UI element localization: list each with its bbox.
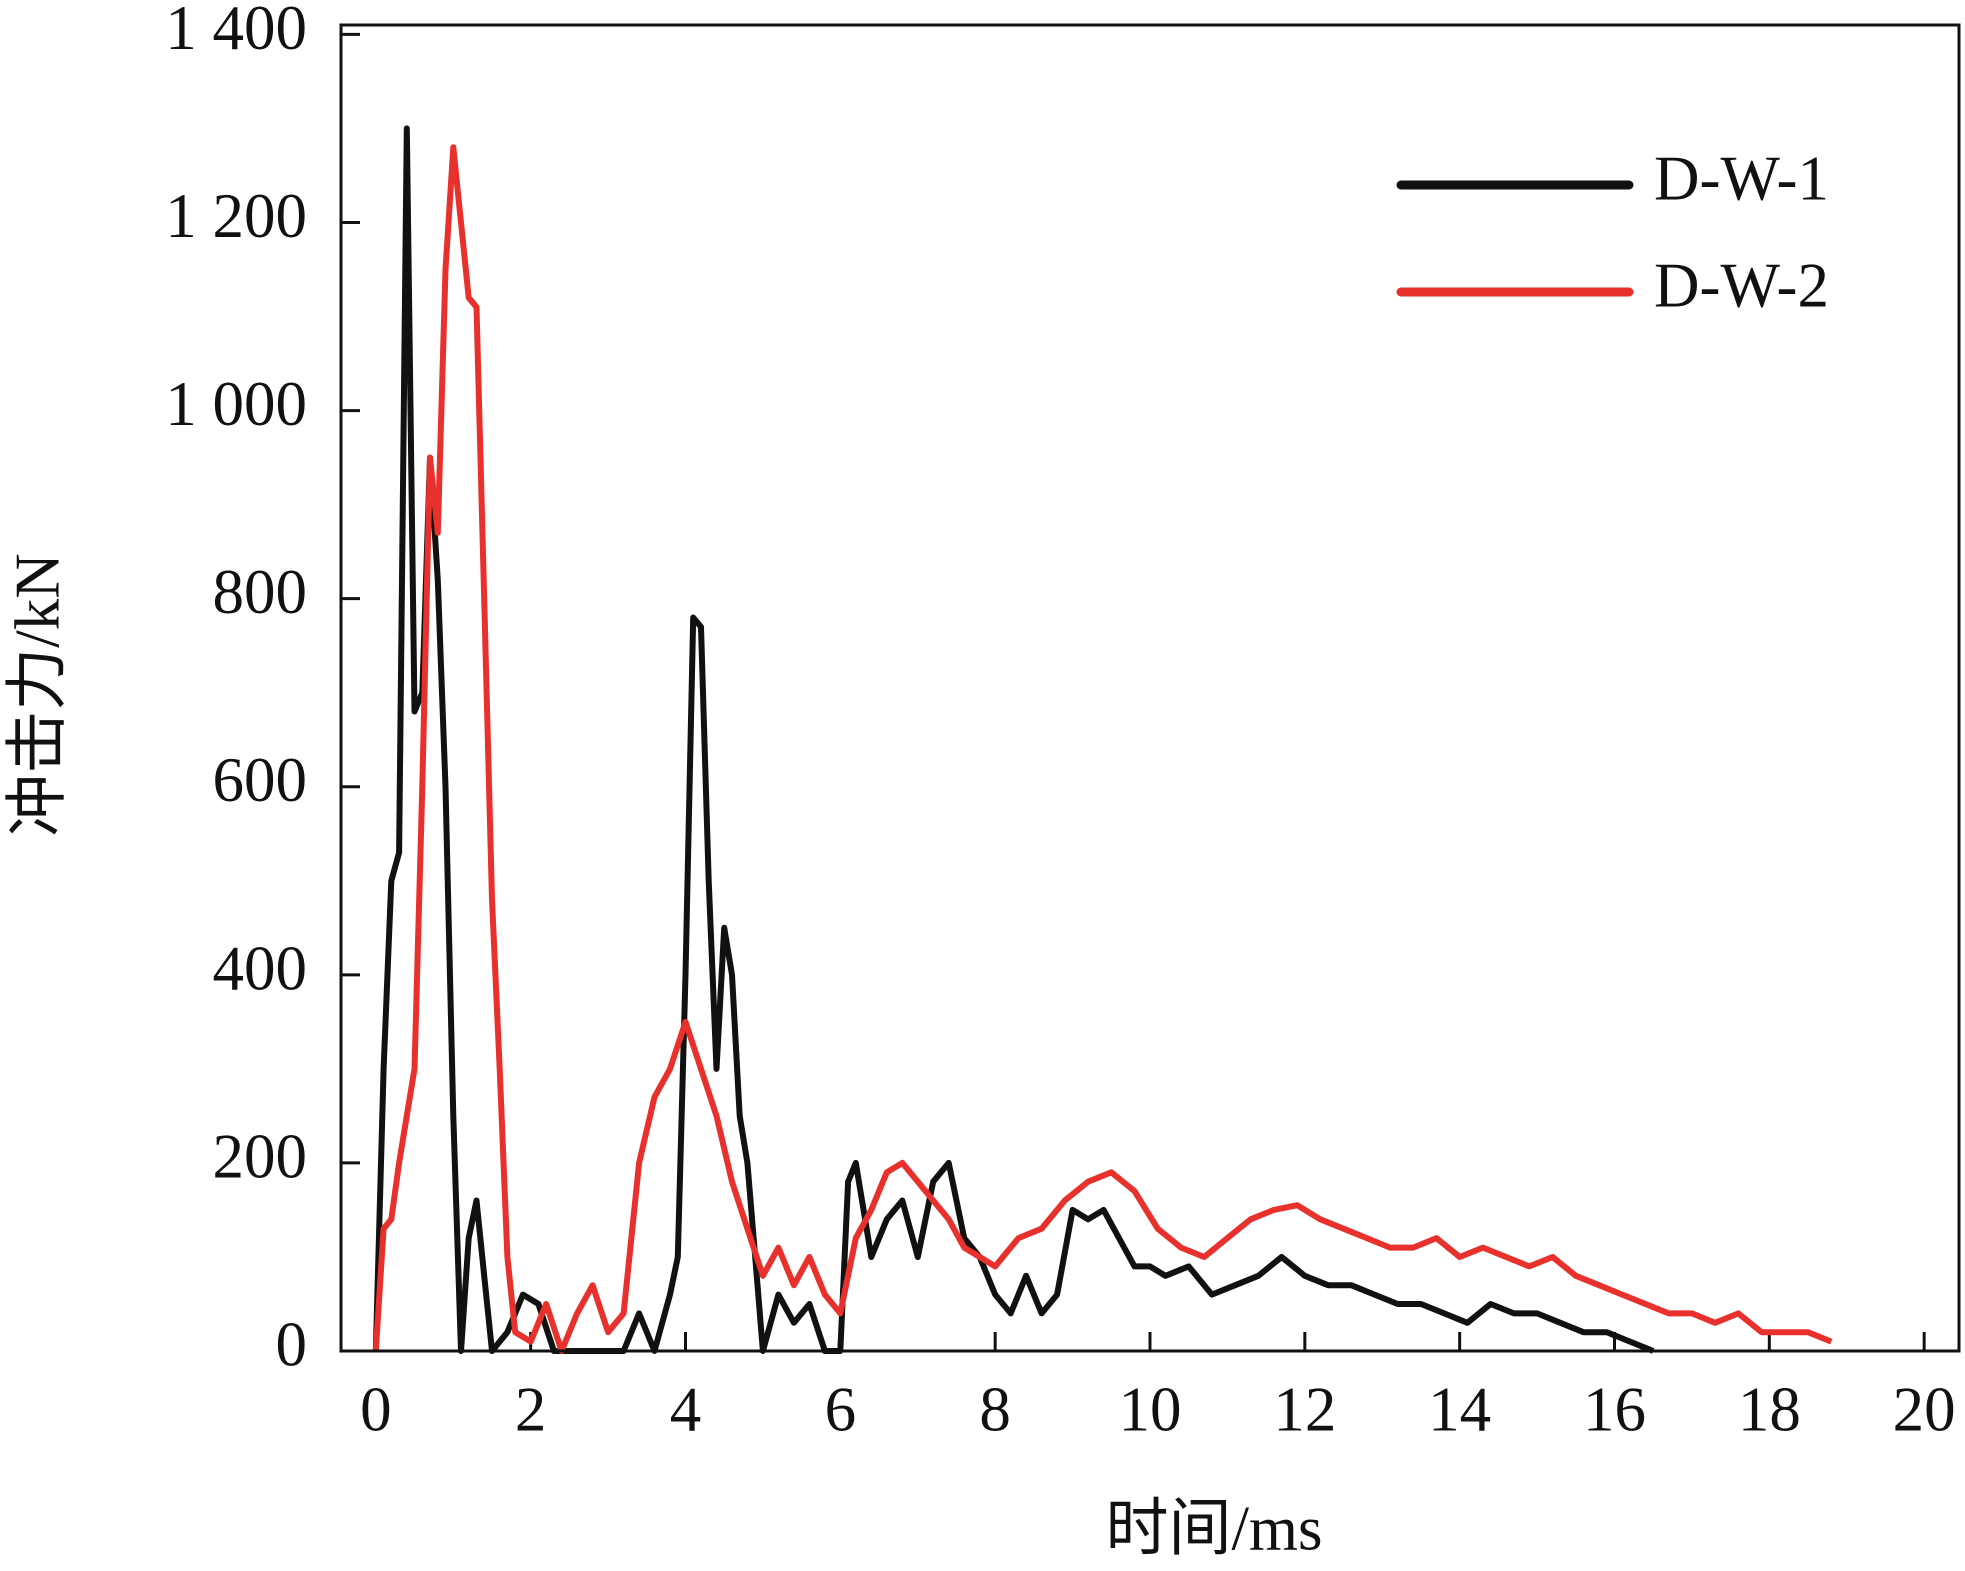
legend-label: D-W-2: [1654, 250, 1829, 320]
y-tick-label: 200: [213, 1121, 308, 1191]
y-tick-label: 1 000: [165, 369, 307, 439]
legend-label: D-W-1: [1654, 143, 1829, 213]
x-tick-label: 14: [1428, 1374, 1491, 1444]
y-tick-label: 800: [213, 557, 308, 627]
y-tick-label: 1 200: [165, 181, 307, 251]
y-tick-label: 0: [276, 1309, 308, 1379]
plot-frame: [339, 23, 1961, 1353]
x-tick-label: 0: [360, 1374, 392, 1444]
y-tick-label: 400: [213, 933, 308, 1003]
x-tick-label: 2: [515, 1374, 547, 1444]
x-axis-label: 时间/ms: [1105, 1493, 1322, 1563]
y-tick-label: 1 400: [165, 0, 307, 63]
x-tick-label: 12: [1273, 1374, 1336, 1444]
x-tick-label: 4: [670, 1374, 702, 1444]
data-line: [372, 125, 1655, 1354]
x-tick-label: 6: [825, 1374, 857, 1444]
x-tick-label: 20: [1893, 1374, 1956, 1444]
x-tick-label: 8: [979, 1374, 1011, 1444]
y-axis-label: 冲击力/kN: [2, 553, 72, 837]
y-tick-label: 600: [213, 745, 308, 815]
x-tick-label: 10: [1119, 1374, 1182, 1444]
data-line: [372, 144, 1833, 1354]
x-tick-label: 16: [1583, 1374, 1646, 1444]
x-tick-label: 18: [1738, 1374, 1801, 1444]
